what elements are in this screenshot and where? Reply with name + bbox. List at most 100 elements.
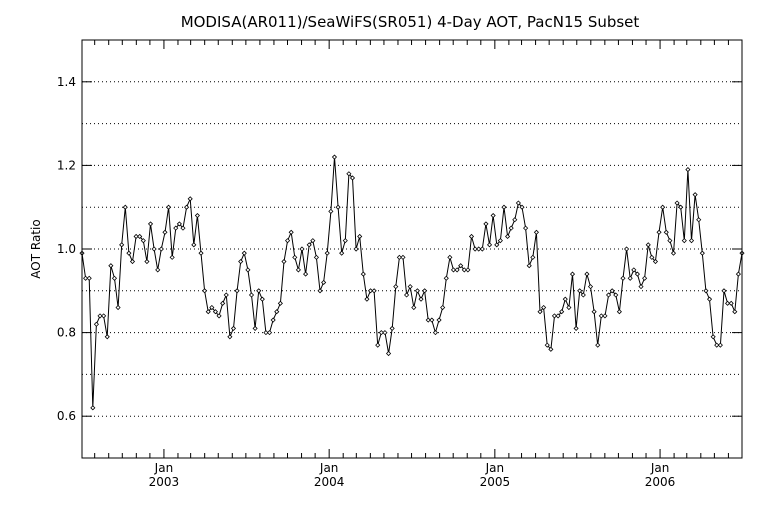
data-point	[505, 233, 511, 240]
data-point	[349, 175, 356, 181]
data-point	[602, 313, 608, 319]
data-point	[360, 271, 366, 277]
data-point	[126, 250, 132, 256]
data-point	[270, 317, 276, 323]
data-point	[393, 284, 399, 290]
data-point	[137, 233, 143, 240]
data-point	[90, 405, 96, 411]
data-point	[266, 330, 273, 336]
data-point	[411, 304, 417, 311]
data-point	[569, 271, 576, 277]
data-point	[497, 238, 503, 244]
data-point	[367, 288, 374, 294]
x-tick-label-year: 2005	[480, 475, 511, 489]
data-point	[656, 229, 662, 235]
data-point	[436, 317, 442, 323]
data-point	[313, 254, 319, 260]
data-point	[404, 292, 410, 298]
data-point	[187, 196, 193, 202]
data-point	[566, 304, 572, 311]
data-point	[422, 288, 428, 294]
data-point	[281, 258, 287, 265]
data-point	[119, 242, 125, 248]
data-point	[115, 304, 121, 311]
data-point	[180, 225, 186, 231]
x-tick-label-month: Jan	[154, 461, 174, 475]
data-point	[357, 233, 363, 240]
data-point	[277, 300, 283, 306]
data-point	[721, 288, 727, 294]
data-point	[101, 313, 107, 319]
data-point	[133, 233, 139, 240]
data-point	[230, 325, 237, 331]
data-point	[324, 250, 330, 256]
data-point	[494, 242, 500, 248]
data-point	[465, 267, 471, 273]
data-point	[688, 238, 695, 244]
data-point	[212, 309, 219, 315]
data-point	[184, 204, 190, 210]
data-point	[548, 346, 554, 352]
data-point	[681, 238, 687, 244]
data-point	[508, 225, 514, 231]
data-point	[306, 242, 312, 248]
data-point	[259, 296, 265, 302]
data-point	[544, 342, 550, 348]
data-point	[353, 246, 359, 252]
data-point	[252, 325, 258, 331]
data-point	[577, 288, 583, 294]
data-point	[288, 229, 294, 235]
data-point	[396, 254, 402, 260]
data-point	[194, 212, 200, 219]
y-axis-label: AOT Ratio	[29, 219, 43, 278]
data-point	[223, 292, 229, 298]
data-point	[97, 313, 103, 319]
data-point	[479, 246, 485, 252]
data-point	[83, 275, 89, 281]
data-point	[378, 330, 384, 336]
data-point	[458, 263, 464, 269]
data-point	[450, 267, 457, 273]
data-point	[587, 284, 594, 290]
x-tick-label-month: Jan	[319, 461, 339, 475]
data-point	[472, 246, 478, 252]
data-point	[104, 334, 110, 340]
data-point	[483, 221, 489, 227]
data-point	[86, 275, 92, 281]
data-point	[703, 288, 709, 294]
data-point	[717, 342, 723, 348]
data-point	[234, 288, 240, 294]
data-point	[634, 271, 640, 277]
data-point	[176, 221, 182, 227]
data-point	[624, 246, 630, 252]
data-point	[129, 258, 136, 265]
data-point	[122, 204, 128, 210]
data-point	[515, 200, 521, 206]
data-point	[591, 309, 597, 315]
data-point	[555, 313, 561, 319]
data-point	[385, 350, 392, 357]
data-point	[699, 250, 705, 256]
data-point	[216, 313, 222, 319]
data-point	[342, 238, 348, 244]
data-point	[111, 275, 118, 281]
data-point	[346, 171, 352, 177]
data-point	[710, 334, 716, 340]
data-point	[642, 275, 648, 281]
data-point	[537, 309, 543, 315]
data-point	[728, 300, 734, 306]
data-point	[519, 204, 525, 210]
data-point	[248, 292, 255, 298]
data-point	[486, 242, 493, 248]
data-point	[173, 225, 179, 231]
data-point	[432, 330, 439, 336]
data-point	[371, 288, 377, 294]
data-point	[285, 238, 291, 244]
data-point	[559, 309, 565, 315]
x-tick-label-month: Jan	[485, 461, 505, 475]
data-point	[317, 288, 323, 294]
data-point	[140, 238, 146, 244]
data-point	[220, 300, 226, 306]
data-point	[425, 317, 431, 323]
